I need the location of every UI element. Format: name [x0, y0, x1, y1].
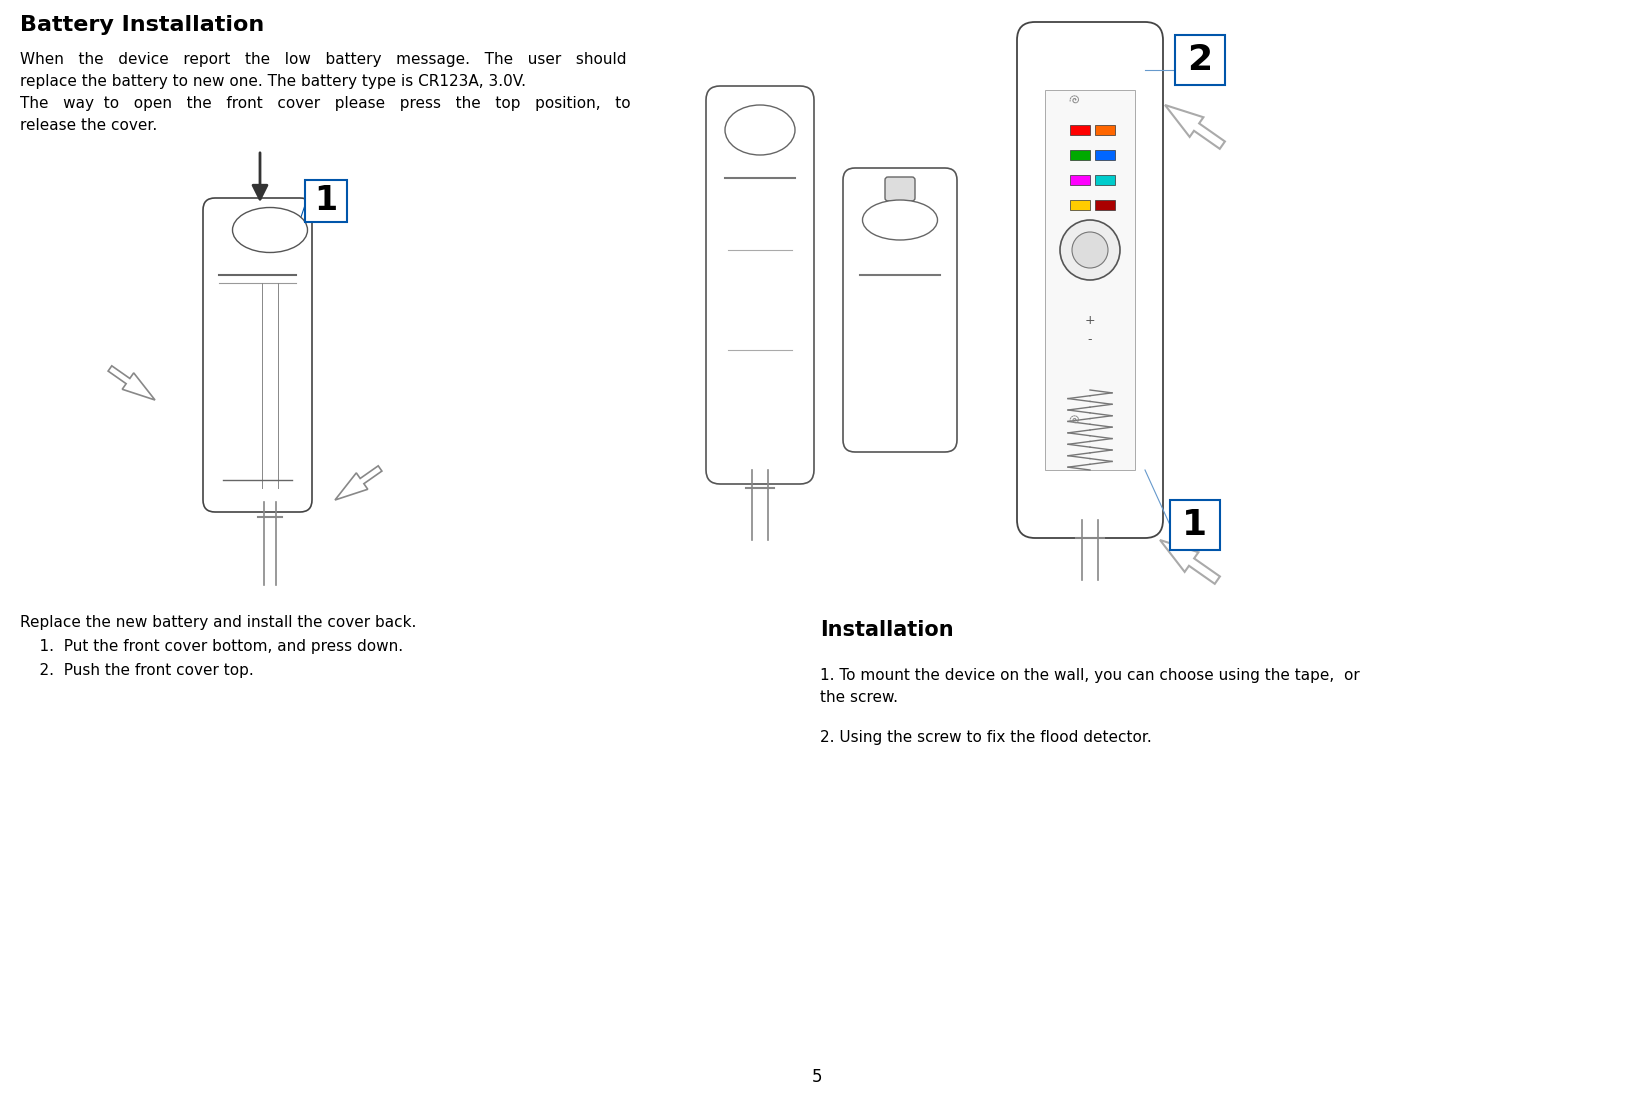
- Text: release the cover.: release the cover.: [20, 118, 157, 133]
- FancyBboxPatch shape: [1176, 35, 1225, 85]
- Ellipse shape: [724, 104, 795, 155]
- Bar: [1069, 150, 1091, 160]
- Polygon shape: [108, 366, 155, 400]
- Bar: [1069, 125, 1091, 135]
- FancyBboxPatch shape: [844, 168, 956, 452]
- Polygon shape: [335, 465, 383, 501]
- Polygon shape: [1166, 104, 1225, 148]
- Text: 1. To mount the device on the wall, you can choose using the tape,  or: 1. To mount the device on the wall, you …: [821, 668, 1360, 683]
- Bar: [1069, 175, 1091, 185]
- Text: Installation: Installation: [821, 620, 953, 640]
- Text: Replace the new battery and install the cover back.: Replace the new battery and install the …: [20, 615, 417, 630]
- Text: The   way  to   open   the   front   cover   please   press   the   top   positi: The way to open the front cover please p…: [20, 96, 631, 111]
- Text: 1: 1: [314, 185, 337, 218]
- FancyBboxPatch shape: [1017, 22, 1162, 538]
- Text: -: -: [1087, 333, 1092, 346]
- Text: 1.  Put the front cover bottom, and press down.: 1. Put the front cover bottom, and press…: [20, 639, 404, 654]
- Text: When   the   device   report   the   low   battery   message.   The   user   sho: When the device report the low battery m…: [20, 52, 626, 67]
- FancyBboxPatch shape: [885, 177, 916, 201]
- Text: 2: 2: [1187, 43, 1213, 77]
- FancyBboxPatch shape: [306, 180, 347, 222]
- Text: 2. Using the screw to fix the flood detector.: 2. Using the screw to fix the flood dete…: [821, 730, 1151, 745]
- Text: 1: 1: [1182, 508, 1208, 542]
- Text: 2.  Push the front cover top.: 2. Push the front cover top.: [20, 663, 253, 678]
- Ellipse shape: [863, 200, 937, 240]
- Bar: [1095, 125, 1115, 135]
- FancyBboxPatch shape: [706, 86, 814, 484]
- Circle shape: [1073, 232, 1109, 268]
- Text: +: +: [1084, 314, 1095, 327]
- Bar: [1069, 200, 1091, 210]
- Text: 5: 5: [811, 1068, 822, 1086]
- Bar: [1095, 150, 1115, 160]
- Ellipse shape: [232, 208, 307, 253]
- Text: the screw.: the screw.: [821, 690, 898, 705]
- Bar: [1095, 200, 1115, 210]
- FancyBboxPatch shape: [1171, 500, 1220, 550]
- Bar: [1045, 90, 1135, 470]
- Text: Battery Installation: Battery Installation: [20, 15, 265, 35]
- Text: replace the battery to new one. The battery type is CR123A, 3.0V.: replace the battery to new one. The batt…: [20, 74, 526, 89]
- Bar: [1095, 175, 1115, 185]
- Circle shape: [1059, 220, 1120, 280]
- Polygon shape: [1159, 540, 1220, 584]
- FancyBboxPatch shape: [203, 198, 312, 512]
